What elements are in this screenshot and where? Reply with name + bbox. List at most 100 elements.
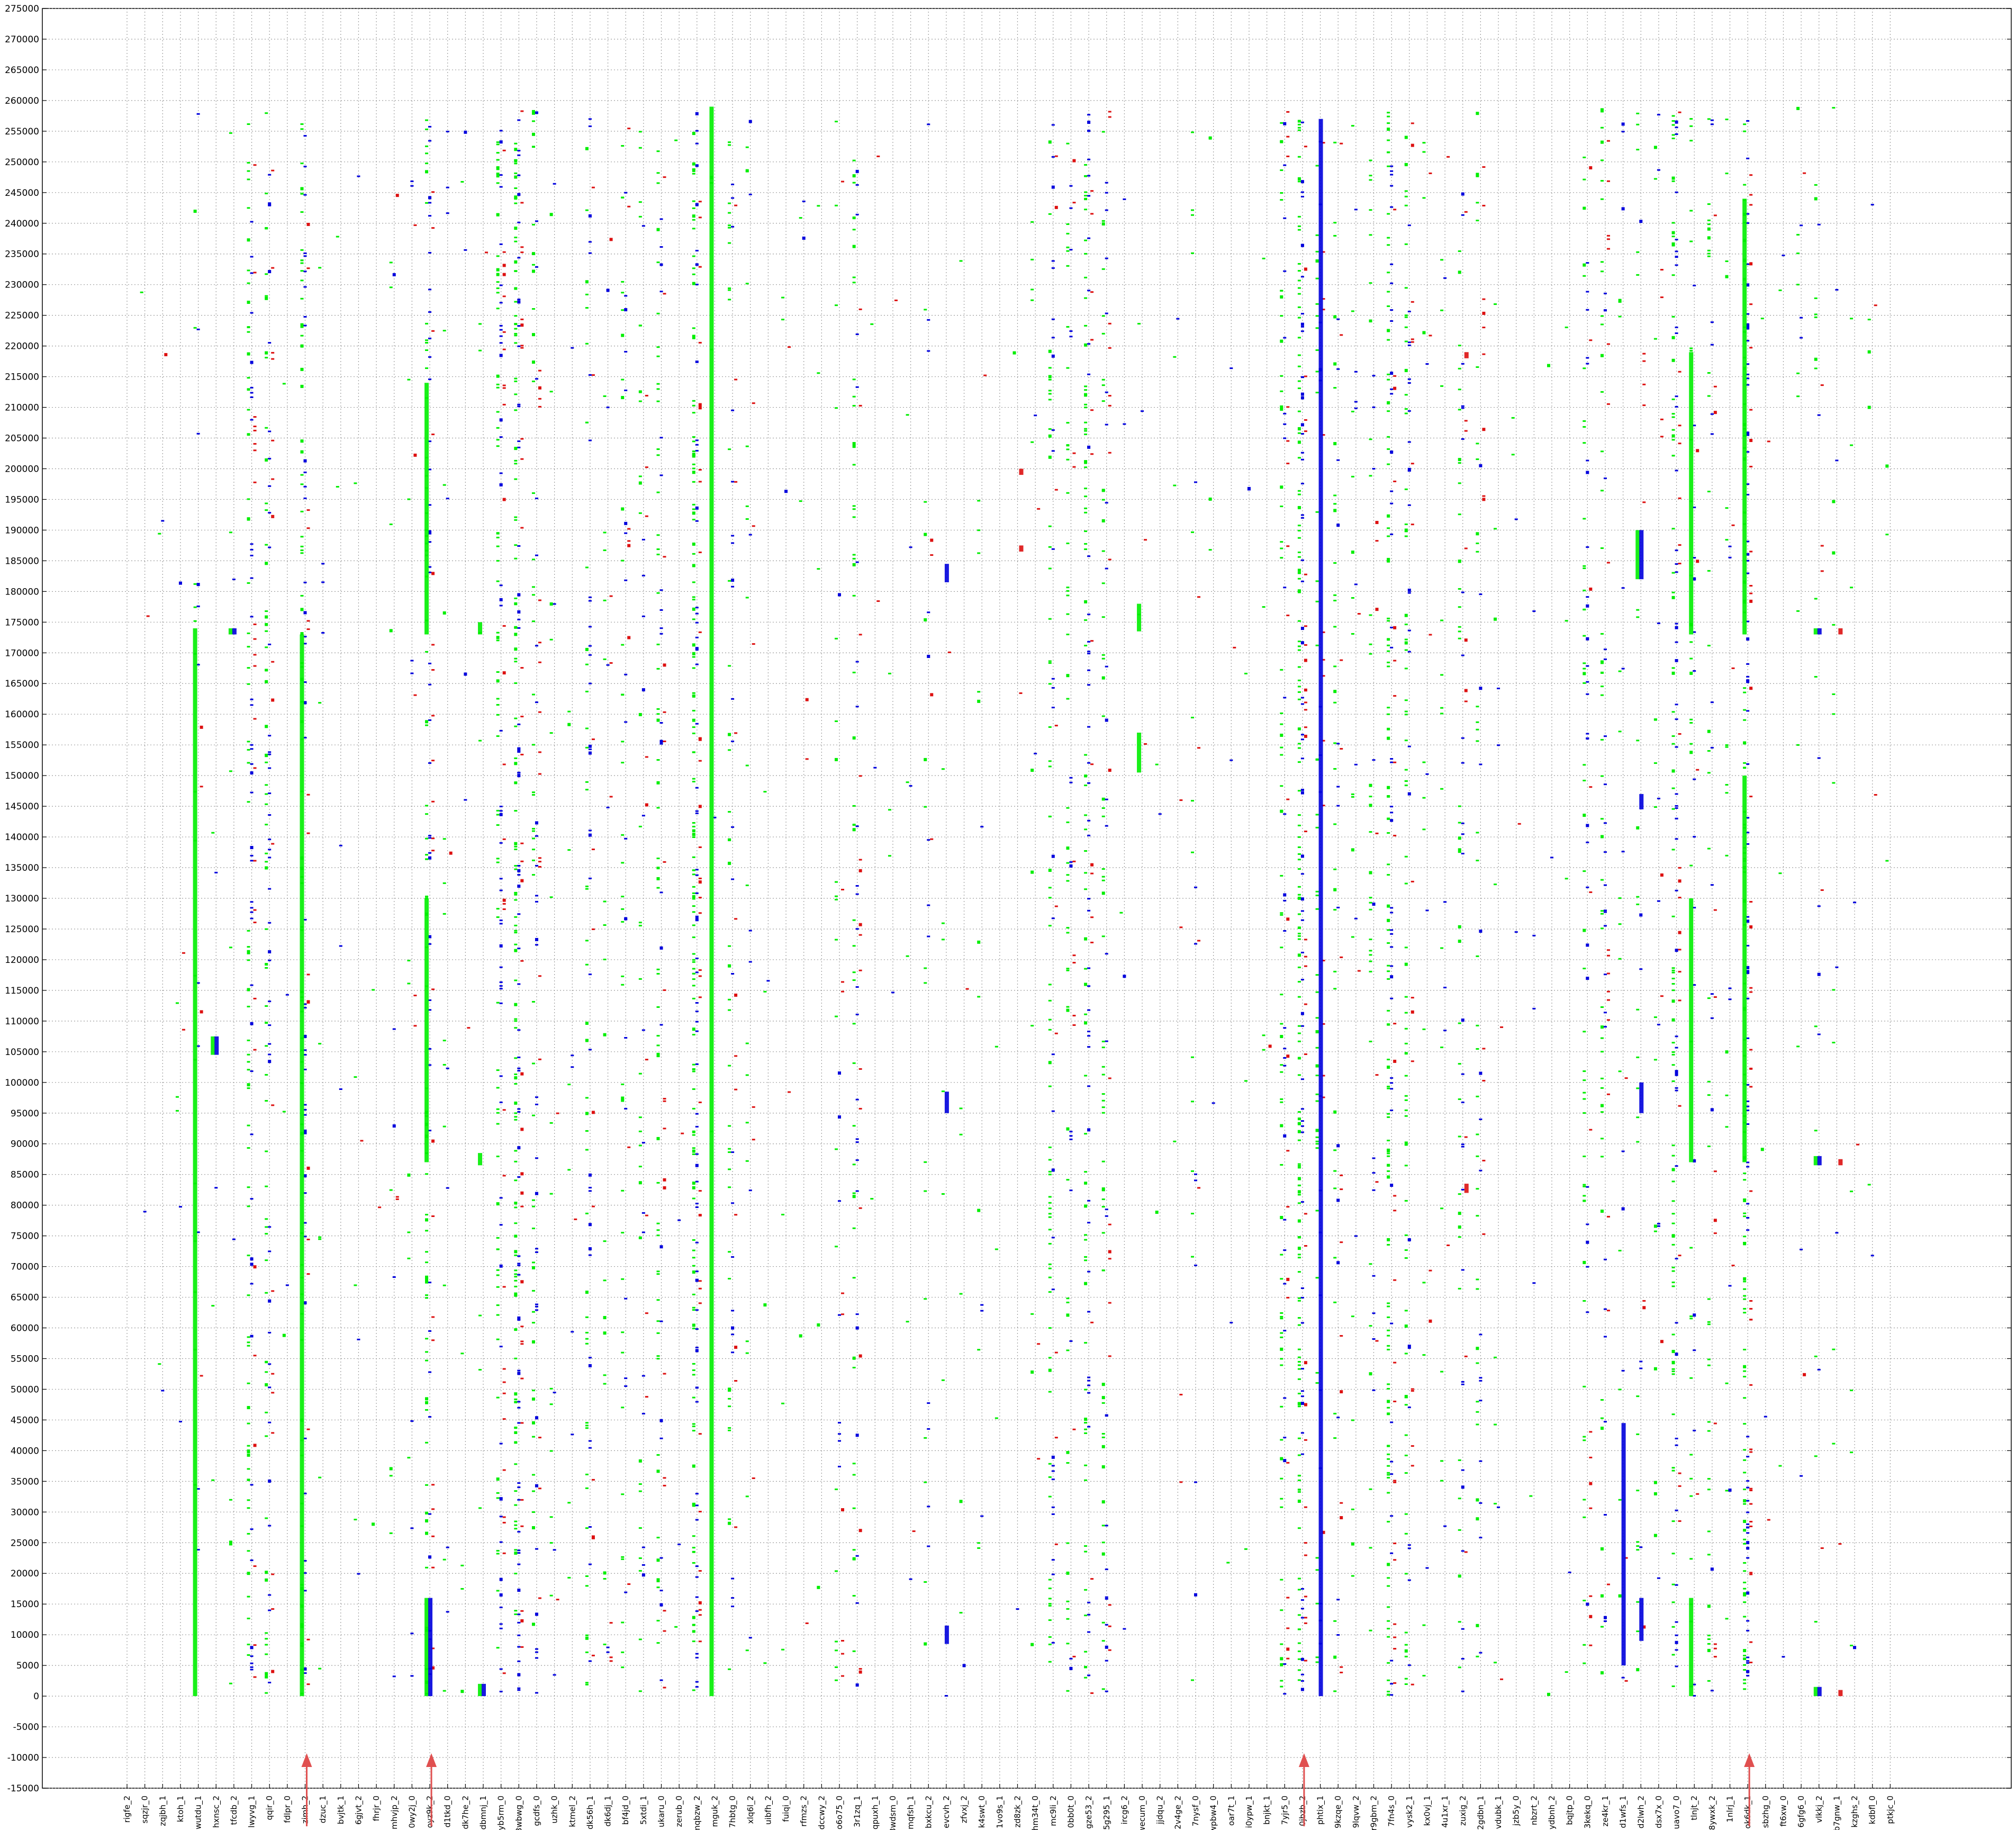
data-point bbox=[1636, 1630, 1640, 1633]
data-point bbox=[728, 861, 731, 865]
data-point bbox=[1458, 851, 1461, 853]
data-block bbox=[1813, 628, 1818, 635]
data-point bbox=[728, 665, 731, 667]
data-point bbox=[1066, 613, 1070, 615]
data-point bbox=[1034, 753, 1037, 755]
data-point bbox=[1725, 1618, 1729, 1620]
data-point bbox=[1618, 923, 1622, 925]
data-point bbox=[196, 328, 200, 330]
data-point bbox=[1300, 1390, 1304, 1392]
data-point bbox=[1387, 638, 1390, 640]
data-point bbox=[1618, 315, 1622, 318]
data-point bbox=[1387, 707, 1390, 709]
data-point bbox=[538, 711, 541, 713]
data-point bbox=[1746, 340, 1750, 342]
data-point bbox=[1387, 378, 1390, 381]
data-point bbox=[514, 1431, 518, 1433]
data-point bbox=[1689, 140, 1693, 142]
data-point bbox=[858, 1207, 862, 1209]
data-point bbox=[731, 826, 735, 828]
data-point bbox=[585, 663, 589, 665]
data-point bbox=[1315, 392, 1319, 394]
data-point bbox=[728, 212, 731, 214]
data-point bbox=[1387, 1302, 1390, 1304]
data-point bbox=[1404, 243, 1408, 245]
data-point bbox=[253, 997, 257, 999]
data-block bbox=[944, 564, 949, 582]
data-point bbox=[1283, 1249, 1287, 1251]
data-point bbox=[1675, 133, 1678, 135]
data-point bbox=[247, 1654, 250, 1656]
data-point bbox=[1297, 1402, 1301, 1405]
data-point bbox=[1390, 806, 1394, 808]
data-point bbox=[1583, 518, 1586, 520]
data-point bbox=[303, 194, 307, 196]
data-point bbox=[1390, 1694, 1394, 1696]
data-point bbox=[271, 843, 275, 845]
data-point bbox=[1671, 243, 1675, 245]
data-point bbox=[656, 355, 660, 357]
data-point bbox=[1283, 164, 1287, 166]
data-point bbox=[1476, 1423, 1479, 1426]
data-point bbox=[1087, 726, 1091, 728]
data-point bbox=[268, 1331, 272, 1333]
data-point bbox=[1725, 539, 1729, 541]
data-point bbox=[663, 663, 666, 667]
data-point bbox=[1476, 366, 1479, 368]
data-point bbox=[1387, 291, 1390, 293]
data-point bbox=[1322, 298, 1325, 300]
data-point bbox=[1393, 375, 1397, 377]
data-point bbox=[1671, 769, 1675, 773]
data-point bbox=[1105, 718, 1108, 722]
data-point bbox=[858, 308, 862, 310]
data-point bbox=[1390, 1322, 1394, 1324]
data-point bbox=[514, 1573, 518, 1575]
data-point bbox=[1300, 1688, 1304, 1691]
data-point bbox=[268, 1299, 272, 1303]
data-point bbox=[265, 296, 268, 300]
data-point bbox=[1084, 850, 1088, 852]
data-point bbox=[1443, 1525, 1447, 1527]
data-point bbox=[1304, 1403, 1307, 1405]
data-point bbox=[1048, 683, 1052, 685]
data-point bbox=[663, 176, 666, 178]
data-point bbox=[1297, 1247, 1301, 1250]
data-point bbox=[1297, 121, 1301, 123]
data-point bbox=[499, 813, 503, 816]
data-point bbox=[1051, 260, 1055, 262]
data-point bbox=[656, 1620, 660, 1622]
data-point bbox=[1173, 484, 1177, 486]
data-point bbox=[268, 1024, 272, 1026]
data-point bbox=[980, 826, 984, 828]
data-point bbox=[692, 596, 695, 598]
data-point bbox=[1194, 1593, 1197, 1597]
data-point bbox=[514, 1285, 518, 1287]
data-point bbox=[425, 854, 429, 856]
data-point bbox=[1087, 1046, 1091, 1048]
data-point bbox=[695, 263, 699, 265]
data-point bbox=[1372, 1338, 1376, 1340]
data-point bbox=[1746, 680, 1750, 683]
data-point bbox=[1713, 1656, 1717, 1658]
data-point bbox=[1458, 925, 1461, 928]
data-point bbox=[1105, 1415, 1108, 1417]
data-point bbox=[585, 421, 589, 423]
data-point bbox=[621, 507, 625, 511]
data-point bbox=[659, 1320, 663, 1322]
data-point bbox=[1407, 341, 1411, 344]
data-point bbox=[841, 181, 844, 183]
data-point bbox=[924, 1481, 927, 1483]
data-point bbox=[1713, 214, 1717, 217]
data-point bbox=[268, 1250, 272, 1252]
data-point bbox=[930, 538, 934, 542]
data-point bbox=[318, 1667, 322, 1670]
data-point bbox=[514, 845, 518, 848]
data-point bbox=[496, 1123, 500, 1125]
data-point bbox=[977, 691, 981, 693]
data-point bbox=[1583, 668, 1586, 670]
data-point bbox=[496, 698, 500, 700]
data-point bbox=[306, 527, 310, 529]
data-point bbox=[1586, 1223, 1589, 1225]
data-point bbox=[1280, 192, 1283, 194]
data-point bbox=[1671, 528, 1675, 530]
